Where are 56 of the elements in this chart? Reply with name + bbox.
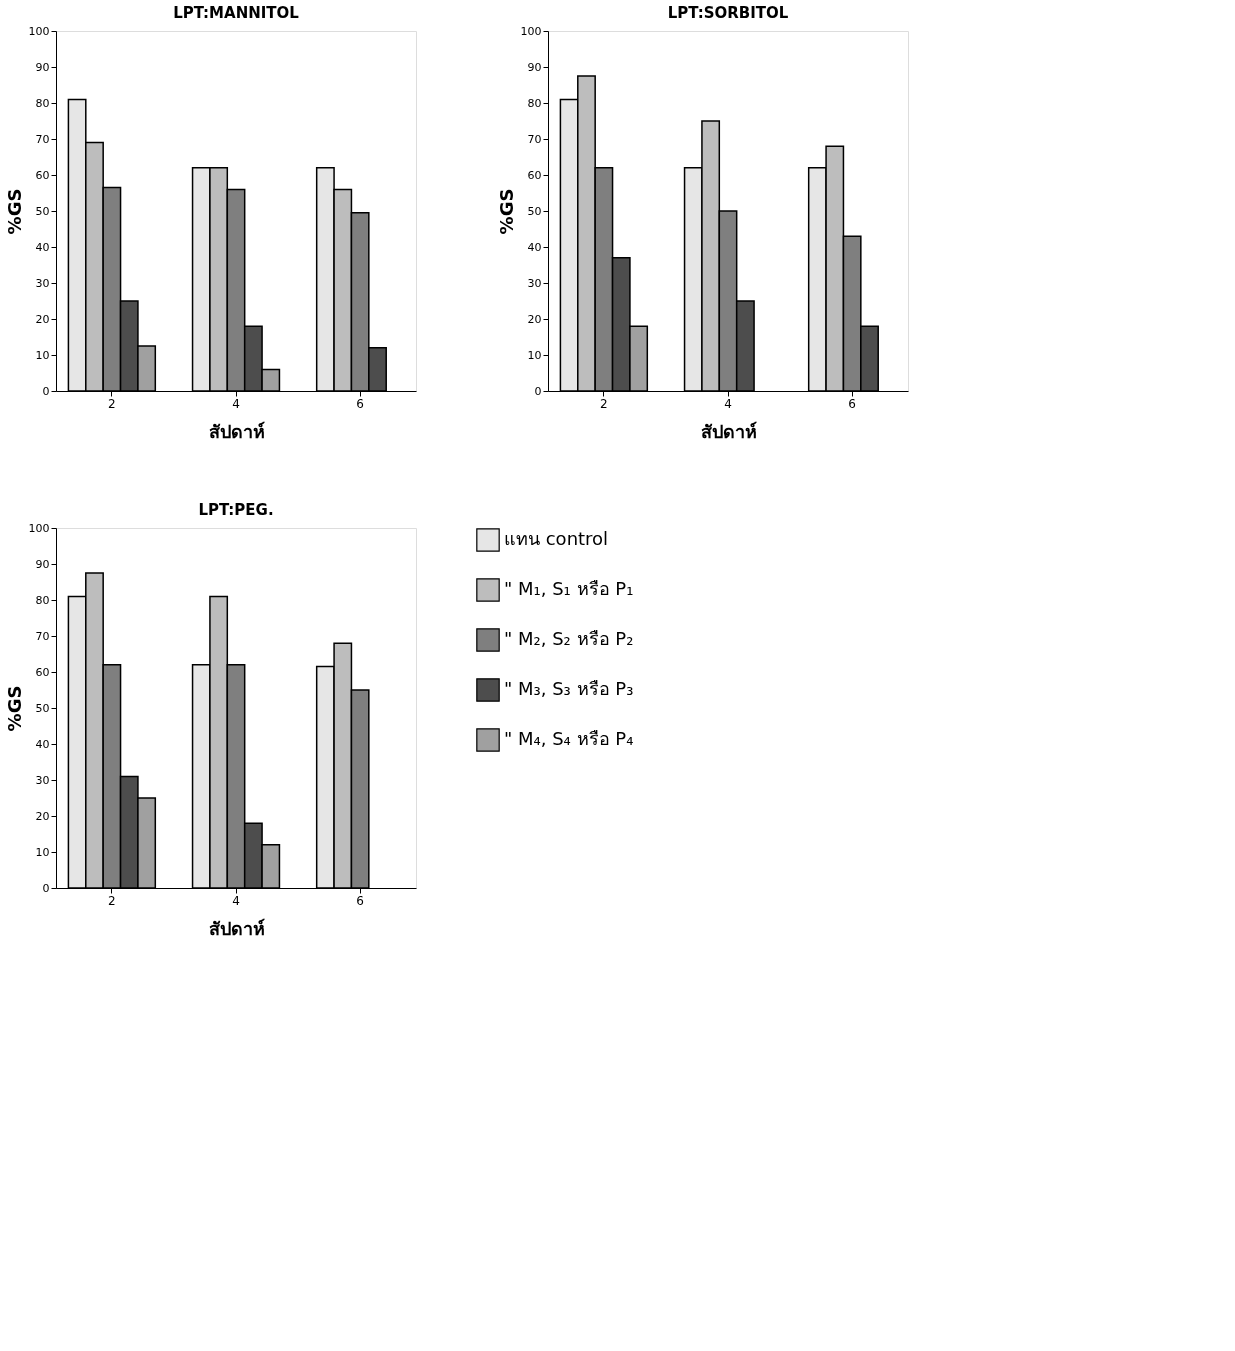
y-axis-title: %GS xyxy=(3,188,25,235)
x-axis-title: สัปดาห์ xyxy=(700,420,757,442)
y-tick-label: 10 xyxy=(35,845,50,859)
y-tick-label: 0 xyxy=(42,384,50,398)
y-tick-label: 40 xyxy=(35,737,50,751)
y-tick-label: 30 xyxy=(35,276,50,290)
x-tick-label: 4 xyxy=(232,396,240,411)
y-tick-label: 90 xyxy=(35,557,50,571)
x-tick-label: 4 xyxy=(232,893,240,908)
chart-title: LPT:MANNITOL xyxy=(173,4,300,22)
y-tick-label: 20 xyxy=(527,312,542,326)
y-tick-label: 40 xyxy=(527,240,542,254)
y-tick-label: 0 xyxy=(42,881,50,895)
y-tick-label: 100 xyxy=(28,521,50,535)
y-tick-label: 60 xyxy=(527,168,542,182)
y-tick-label: 30 xyxy=(527,276,542,290)
x-tick-label: 4 xyxy=(724,396,732,411)
y-tick-label: 60 xyxy=(35,168,50,182)
y-tick-label: 90 xyxy=(35,60,50,74)
y-tick-label: 20 xyxy=(35,312,50,326)
y-tick-label: 80 xyxy=(35,96,50,110)
legend-label: " M₄, S₄ หรือ P₄ xyxy=(504,728,634,749)
x-axis-title: สัปดาห์ xyxy=(208,420,265,442)
y-axis-title: %GS xyxy=(495,188,517,235)
x-tick-label: 2 xyxy=(108,396,116,411)
y-tick-label: 40 xyxy=(35,240,50,254)
legend-label: " M₂, S₂ หรือ P₂ xyxy=(504,628,634,649)
y-tick-label: 50 xyxy=(527,204,542,218)
legend-label: " M₃, S₃ หรือ P₃ xyxy=(504,678,634,699)
x-tick-label: 6 xyxy=(848,396,856,411)
y-tick-label: 70 xyxy=(35,629,50,643)
y-tick-label: 70 xyxy=(527,132,542,146)
y-tick-label: 70 xyxy=(35,132,50,146)
y-tick-label: 20 xyxy=(35,809,50,823)
y-tick-label: 60 xyxy=(35,665,50,679)
y-tick-label: 30 xyxy=(35,773,50,787)
x-axis-title: สัปดาห์ xyxy=(208,917,265,939)
x-tick-label: 6 xyxy=(356,396,364,411)
x-tick-label: 2 xyxy=(600,396,608,411)
legend-label: " M₁, S₁ หรือ P₁ xyxy=(504,578,634,599)
chart-title: LPT:PEG. xyxy=(198,501,274,519)
y-tick-label: 10 xyxy=(527,348,542,362)
y-tick-label: 100 xyxy=(28,24,50,38)
legend-label: แทน control xyxy=(504,528,609,549)
y-tick-label: 90 xyxy=(527,60,542,74)
y-axis-title: %GS xyxy=(3,685,25,732)
y-tick-label: 80 xyxy=(527,96,542,110)
y-tick-label: 100 xyxy=(520,24,542,38)
y-tick-label: 10 xyxy=(35,348,50,362)
chart-title: LPT:SORBITOL xyxy=(667,4,789,22)
y-tick-label: 80 xyxy=(35,593,50,607)
y-tick-label: 50 xyxy=(35,701,50,715)
y-tick-label: 0 xyxy=(534,384,542,398)
x-tick-label: 2 xyxy=(108,893,116,908)
y-tick-label: 50 xyxy=(35,204,50,218)
x-tick-label: 6 xyxy=(356,893,364,908)
